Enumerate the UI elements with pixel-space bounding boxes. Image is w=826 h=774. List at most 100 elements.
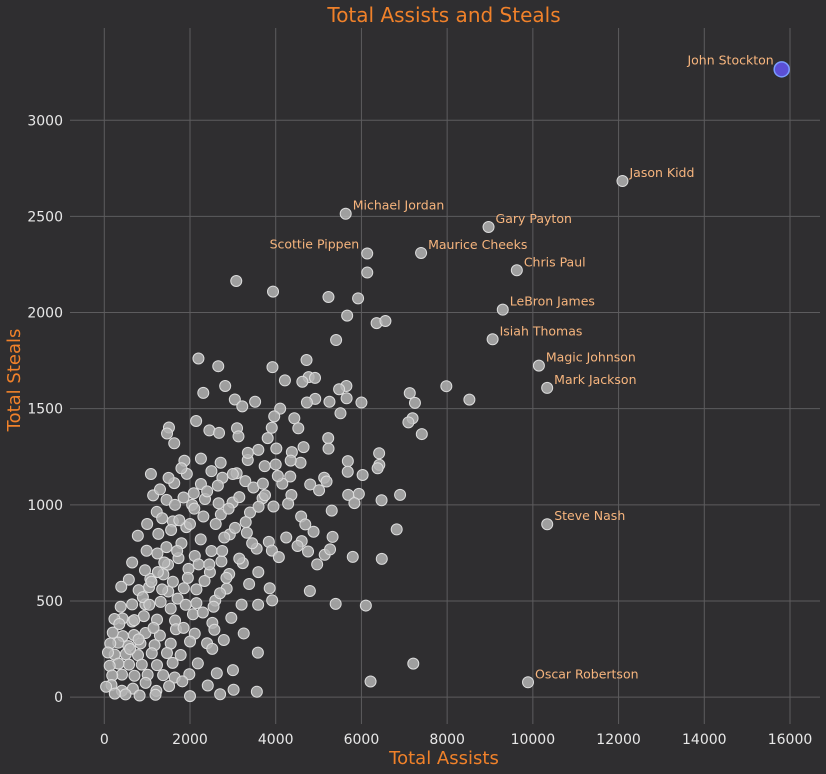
scatter-point [415, 428, 428, 441]
x-tick-label: 0 [100, 732, 109, 748]
scatter-point [152, 527, 165, 540]
highlight-label: John Stockton [686, 52, 773, 67]
scatter-point [188, 502, 201, 515]
scatter-point [209, 518, 222, 531]
scatter-point [243, 578, 256, 591]
scatter-point [196, 606, 209, 619]
scatter-point [322, 442, 335, 455]
scatter-point [272, 551, 285, 564]
scatter-point [151, 659, 163, 672]
y-axis-title: Total Steals [4, 329, 25, 433]
scatter-point [183, 668, 196, 681]
point-label: Chris Paul [524, 254, 586, 269]
scatter-point [154, 483, 166, 496]
point-annotations: Jason Kidd Michael Jordan Gary Payton Scott… [270, 52, 774, 681]
scatter-point [213, 426, 226, 439]
scatter-point [207, 600, 220, 613]
scatter-point [325, 504, 338, 517]
scatter-point [191, 657, 204, 670]
scatter-point [291, 539, 304, 552]
scatter-point [212, 360, 225, 373]
scatter-point [206, 642, 219, 655]
scatter-point [122, 573, 135, 586]
y-tick-label: 0 [54, 690, 63, 706]
scatter-point [156, 583, 169, 596]
scatter-point [166, 656, 179, 669]
scatter-point [296, 375, 309, 388]
scatter-point [324, 543, 337, 556]
scatter-point [300, 396, 313, 409]
scatter-point [229, 521, 241, 534]
scatter-point [303, 584, 316, 597]
scatter-point [408, 396, 421, 409]
point-label: Oscar Robertson [535, 666, 639, 681]
scatter-point [341, 465, 354, 478]
point-label: Scottie Pippen [270, 237, 360, 252]
scatter-point [373, 447, 386, 460]
scatter-point [348, 497, 361, 510]
scatter-point [226, 664, 239, 677]
scatter-point [334, 407, 347, 420]
scatter-point [158, 556, 171, 569]
scatter-point [361, 266, 374, 279]
labeled-scatter-point [361, 247, 374, 260]
scatter-point [211, 479, 224, 492]
scatter-point [219, 379, 232, 392]
scatter-point [240, 526, 253, 539]
scatter-point [359, 599, 372, 612]
scatter-point [270, 442, 283, 455]
scatter-point [302, 545, 315, 558]
scatter-point [201, 485, 214, 498]
scatter-point [252, 443, 265, 456]
scatter-point [246, 537, 259, 550]
scatter-point [177, 491, 190, 504]
scatter-point [156, 512, 169, 525]
scatter-point [341, 309, 354, 322]
scatter-point [342, 488, 355, 501]
scatter-point [268, 410, 281, 423]
scatter-point [252, 598, 265, 611]
scatter-point [132, 633, 145, 646]
scatter-point [267, 285, 280, 298]
scatter-point [140, 544, 153, 557]
scatter-point [222, 502, 235, 515]
scatter-point [161, 427, 174, 440]
scatter-point [371, 462, 384, 475]
scatter-point [266, 594, 279, 607]
scatter-point [356, 469, 369, 482]
scatter-point [352, 292, 365, 305]
scatter-point [403, 387, 416, 400]
scatter-point [133, 689, 146, 702]
scatter-point [151, 566, 164, 579]
scatter-point [280, 531, 293, 544]
labeled-scatter-point [541, 381, 554, 394]
scatter-point [228, 393, 241, 406]
scatter-point [197, 386, 210, 399]
scatter-point [330, 334, 343, 347]
scatter-point [165, 524, 178, 537]
x-tick-label: 14000 [682, 732, 727, 748]
labeled-scatter-point [486, 333, 499, 346]
point-label: Mark Jackson [554, 372, 636, 387]
scatter-point [304, 478, 317, 491]
scatter-point [184, 518, 196, 531]
scatter-point [235, 598, 248, 611]
y-tick-label: 1500 [27, 402, 63, 418]
scatter-point [214, 587, 226, 600]
scatter-point [311, 558, 324, 571]
scatter-point [131, 529, 144, 542]
scatter-point [250, 685, 263, 698]
scatter-point [256, 477, 269, 490]
tick-labels: 0 2000 4000 6000 8000 10000 12000 14000 16000 0 50… [27, 113, 812, 748]
scatter-point [164, 602, 177, 615]
scatter-point [323, 395, 336, 408]
data-points [100, 61, 790, 703]
scatter-point [440, 380, 453, 393]
scatter-point [114, 600, 127, 613]
scatter-point [267, 500, 280, 513]
scatter-point [124, 643, 136, 656]
scatter-point [187, 487, 200, 500]
y-tick-label: 2000 [27, 306, 63, 322]
scatter-point [126, 556, 139, 569]
scatter-point [227, 683, 240, 696]
